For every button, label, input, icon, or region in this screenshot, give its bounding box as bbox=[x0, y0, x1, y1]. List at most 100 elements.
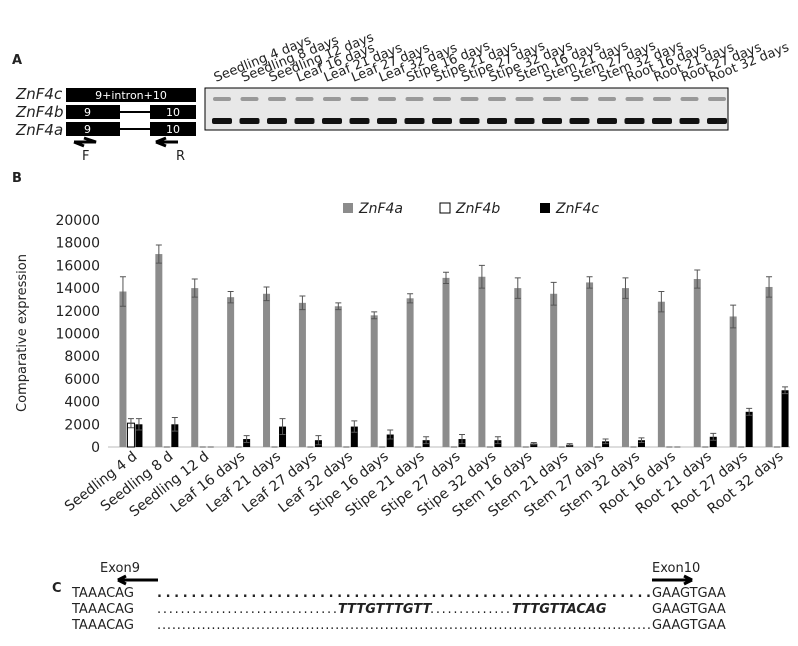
exon-arrow bbox=[652, 576, 692, 584]
sequence: GAAGTGAA bbox=[652, 618, 726, 633]
gel-band bbox=[680, 118, 700, 124]
exon-arrow bbox=[118, 576, 158, 584]
legend-swatch bbox=[540, 203, 550, 213]
gel-band bbox=[515, 118, 535, 124]
primer-arrow bbox=[156, 138, 178, 146]
y-tick-label: 14000 bbox=[55, 281, 100, 297]
bar bbox=[299, 303, 306, 447]
y-tick-label: 16000 bbox=[55, 258, 100, 274]
bar bbox=[478, 277, 485, 447]
gel-band bbox=[707, 118, 727, 124]
box-label: 9 bbox=[84, 106, 91, 119]
gel-band bbox=[570, 118, 590, 124]
bar bbox=[746, 412, 753, 447]
sequence: TAAACAG bbox=[71, 602, 134, 617]
legend-label: ZnF4a bbox=[358, 201, 403, 217]
gel-band bbox=[212, 118, 232, 124]
gel-band bbox=[542, 118, 562, 124]
bar bbox=[191, 288, 198, 447]
y-tick-label: 0 bbox=[91, 440, 100, 456]
y-tick-label: 2000 bbox=[64, 417, 100, 433]
gel-band-faint bbox=[488, 97, 506, 101]
y-tick-label: 12000 bbox=[55, 304, 100, 320]
bar bbox=[586, 282, 593, 447]
sequence: GAAGTGAA bbox=[652, 586, 726, 601]
gel-band-faint bbox=[543, 97, 561, 101]
exon-box bbox=[66, 105, 120, 119]
y-tick-label: 18000 bbox=[55, 236, 100, 252]
gel-band bbox=[295, 118, 315, 124]
bar bbox=[622, 288, 629, 447]
y-axis-label: Comparative expression bbox=[15, 254, 30, 412]
bar bbox=[407, 298, 414, 447]
gel-band-faint bbox=[323, 97, 341, 101]
gel-band-faint bbox=[433, 97, 451, 101]
primer-label: R bbox=[176, 149, 185, 164]
sequence-gap: .............. bbox=[430, 602, 510, 617]
gel-band-faint bbox=[351, 97, 369, 101]
gel-band bbox=[487, 118, 507, 124]
gene-name: ZnF4b bbox=[15, 103, 63, 121]
legend-swatch bbox=[343, 203, 353, 213]
bar bbox=[155, 254, 162, 447]
bar bbox=[335, 306, 342, 447]
bar bbox=[730, 316, 737, 447]
y-tick-label: 6000 bbox=[64, 372, 100, 388]
exon-box bbox=[66, 122, 120, 136]
bar bbox=[550, 294, 557, 447]
sequence-gap: ........................................… bbox=[157, 618, 651, 633]
gel-band-faint bbox=[571, 97, 589, 101]
box-label: 9 bbox=[84, 123, 91, 136]
bar bbox=[119, 292, 126, 447]
bar bbox=[443, 278, 450, 447]
legend-label: ZnF4b bbox=[455, 201, 500, 217]
gel-band bbox=[377, 118, 397, 124]
gel-band bbox=[597, 118, 617, 124]
error-bar bbox=[567, 444, 573, 446]
gel-band bbox=[432, 118, 452, 124]
gel-band bbox=[652, 118, 672, 124]
gel-band-faint bbox=[708, 97, 726, 101]
gel-band bbox=[405, 118, 425, 124]
gel-band-faint bbox=[268, 97, 286, 101]
sequence: GAAGTGAA bbox=[652, 602, 726, 617]
gel-band bbox=[267, 118, 287, 124]
sequence: TAAACAG bbox=[71, 586, 134, 601]
legend-label: ZnF4c bbox=[555, 201, 599, 217]
gel-band bbox=[350, 118, 370, 124]
gel-band-faint bbox=[378, 97, 396, 101]
bar bbox=[514, 288, 521, 447]
y-tick-label: 8000 bbox=[64, 349, 100, 365]
insertion: TTTGTTACAG bbox=[512, 602, 607, 617]
gel-band-faint bbox=[241, 97, 259, 101]
gel-band-faint bbox=[653, 97, 671, 101]
insertion: TTTGTTTGTT bbox=[338, 602, 432, 617]
gel-band-faint bbox=[296, 97, 314, 101]
box-label: 10 bbox=[166, 106, 180, 119]
gel-band-faint bbox=[213, 97, 231, 101]
gene-name: ZnF4a bbox=[15, 121, 63, 139]
exon-label: Exon10 bbox=[652, 561, 700, 576]
figure: A B C ZnF4c ZnF4b ZnF4a 9+intron+10 9 10… bbox=[0, 0, 798, 642]
gel-band-faint bbox=[461, 97, 479, 101]
panel-letter: C bbox=[52, 581, 62, 596]
bar bbox=[263, 294, 270, 447]
sequence: TAAACAG bbox=[71, 618, 134, 633]
y-tick-label: 10000 bbox=[55, 327, 100, 343]
gel-band-faint bbox=[598, 97, 616, 101]
gel-band bbox=[625, 118, 645, 124]
gel-band-faint bbox=[516, 97, 534, 101]
panel-letter: B bbox=[12, 171, 22, 186]
bar bbox=[227, 297, 234, 447]
gel-band bbox=[240, 118, 260, 124]
gel-band bbox=[322, 118, 342, 124]
primer-label: F bbox=[82, 149, 89, 164]
bar bbox=[658, 302, 665, 447]
y-tick-label: 4000 bbox=[64, 395, 100, 411]
primer-arrow bbox=[74, 138, 96, 146]
box-label: 9+intron+10 bbox=[95, 89, 167, 102]
exon-label: Exon9 bbox=[100, 561, 140, 576]
gene-name: ZnF4c bbox=[15, 85, 63, 103]
bar bbox=[371, 315, 378, 447]
sequence-gap: ........................................… bbox=[157, 586, 651, 601]
